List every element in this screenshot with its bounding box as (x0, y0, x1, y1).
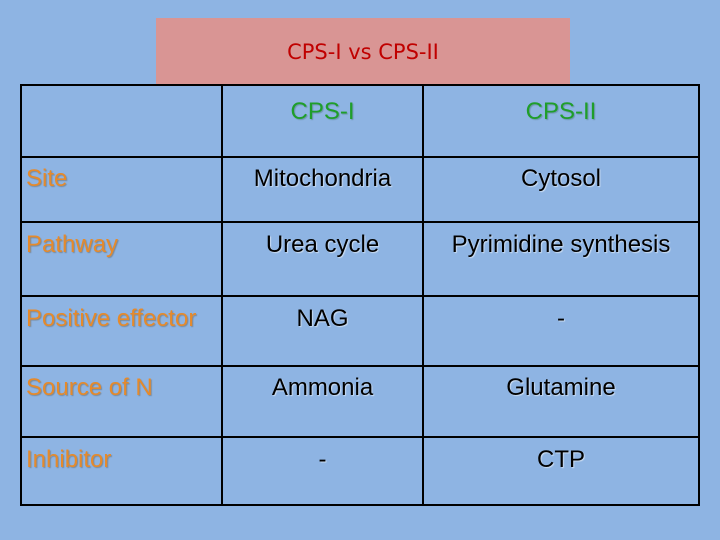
cell-pathway-cps1: Urea cycle (265, 231, 380, 258)
header-cps2: CPS-II (525, 98, 597, 125)
cell-effector-cps2: - (557, 305, 565, 332)
page-title: CPS-I vs CPS-II (287, 40, 439, 64)
row-divider (22, 365, 698, 367)
row-label-site: Site (26, 165, 68, 192)
row-divider (22, 221, 698, 223)
row-label-positive-effector: Positive effector (26, 305, 197, 332)
cell-inhibitor-cps2: CTP (537, 446, 585, 473)
row-divider (22, 156, 698, 158)
row-label-inhibitor: Inhibitor (26, 446, 112, 473)
cell-effector-cps1: NAG (296, 305, 349, 332)
cell-pathway-cps2: Pyrimidine synthesis (451, 231, 671, 258)
column-divider (422, 86, 424, 504)
row-divider (22, 295, 698, 297)
row-label-pathway: Pathway (26, 231, 119, 258)
cell-site-cps2: Cytosol (520, 165, 602, 192)
title-banner: CPS-I vs CPS-II (156, 18, 570, 86)
cell-source-cps2: Glutamine (506, 374, 616, 401)
row-label-source-of-n: Source of N (26, 374, 153, 401)
header-cps1: CPS-I (290, 98, 355, 125)
cell-site-cps1: Mitochondria (253, 165, 392, 192)
cell-source-cps1: Ammonia (271, 374, 374, 401)
column-divider (221, 86, 223, 504)
row-divider (22, 436, 698, 438)
comparison-table: CPS-I CPS-II Site Mitochondria Cytosol P… (20, 84, 700, 506)
cell-inhibitor-cps1: - (318, 446, 327, 473)
